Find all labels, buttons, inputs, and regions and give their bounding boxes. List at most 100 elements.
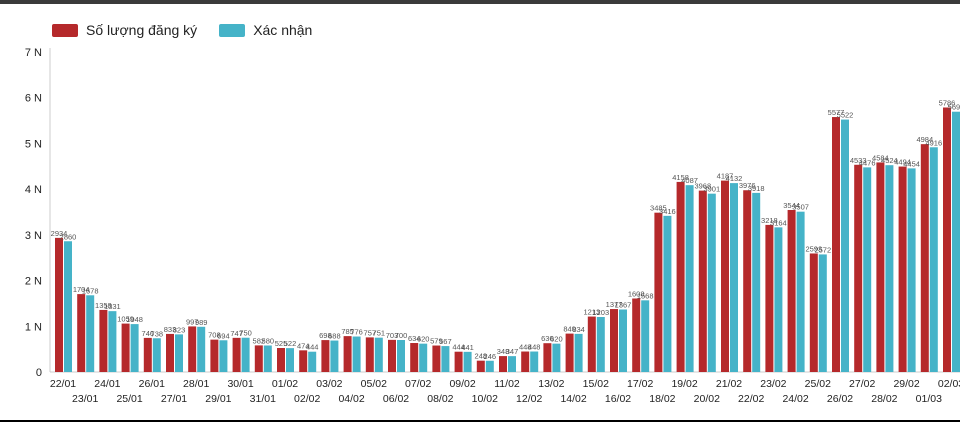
bar-confirmed xyxy=(64,241,72,372)
bar-confirmed xyxy=(574,333,583,372)
bar-registered xyxy=(232,337,241,372)
x-tick-label: 16/02 xyxy=(605,393,631,405)
bar-confirmed xyxy=(108,311,117,372)
data-label-confirmed: 5522 xyxy=(837,111,854,120)
data-label-registered: 348 xyxy=(497,347,510,356)
bar-registered xyxy=(321,340,330,372)
legend-swatch-registered xyxy=(52,23,78,37)
data-label-confirmed: 580 xyxy=(262,336,275,345)
data-label-registered: 248 xyxy=(475,352,488,361)
x-tick-label: 13/02 xyxy=(538,378,564,390)
x-tick-label: 22/02 xyxy=(738,393,764,405)
x-tick-label: 07/02 xyxy=(405,378,431,390)
bar-confirmed xyxy=(419,343,428,372)
data-label-confirmed: 441 xyxy=(461,343,474,352)
y-tick-label: 5 N xyxy=(25,138,42,150)
bar-registered xyxy=(787,209,796,372)
data-label-registered: 4158 xyxy=(672,173,689,182)
data-label-confirmed: 4087 xyxy=(681,176,698,185)
data-label-registered: 833 xyxy=(164,325,177,334)
legend-item-registered: Số lượng đăng ký xyxy=(52,22,197,38)
x-tick-label: 18/02 xyxy=(649,393,675,405)
data-label-confirmed: 2572 xyxy=(814,245,831,254)
data-label-confirmed: 3164 xyxy=(770,218,787,227)
bar-registered xyxy=(410,343,419,372)
bar-confirmed xyxy=(130,324,139,372)
data-label-registered: 582 xyxy=(253,336,266,345)
bar-confirmed xyxy=(685,185,694,372)
x-tick-label: 05/02 xyxy=(361,378,387,390)
x-tick-label: 27/02 xyxy=(849,378,875,390)
data-label-registered: 746 xyxy=(142,329,155,338)
data-label-registered: 2593 xyxy=(805,244,822,253)
bar-confirmed xyxy=(707,193,716,372)
x-tick-label: 19/02 xyxy=(671,378,697,390)
bar-confirmed xyxy=(596,317,605,372)
x-tick-label: 10/02 xyxy=(472,393,498,405)
bar-registered xyxy=(676,181,685,372)
data-label-confirmed: 2860 xyxy=(60,232,77,241)
data-label-confirmed: 1048 xyxy=(126,315,143,324)
data-label-registered: 1377 xyxy=(606,300,623,309)
data-label-registered: 1358 xyxy=(95,301,112,310)
data-label-confirmed: 750 xyxy=(239,329,252,338)
bar-registered xyxy=(166,333,174,372)
bar-registered xyxy=(920,144,929,372)
bar-confirmed xyxy=(441,346,450,372)
data-label-registered: 840 xyxy=(563,325,576,334)
data-label-confirmed: 989 xyxy=(195,318,208,327)
x-tick-label: 24/02 xyxy=(782,393,808,405)
data-label-registered: 4584 xyxy=(872,153,889,162)
bar-registered xyxy=(499,356,507,372)
bar-registered xyxy=(99,309,108,372)
data-label-confirmed: 834 xyxy=(572,325,585,334)
x-tick-label: 14/02 xyxy=(560,393,586,405)
bar-confirmed xyxy=(929,147,938,372)
bar-confirmed xyxy=(286,348,294,372)
bar-confirmed xyxy=(885,165,894,372)
data-label-confirmed: 694 xyxy=(217,331,230,340)
bar-confirmed xyxy=(397,340,405,372)
x-tick-label: 23/02 xyxy=(760,378,786,390)
data-label-confirmed: 246 xyxy=(484,352,497,361)
x-tick-label: 08/02 xyxy=(427,393,453,405)
x-tick-label: 28/02 xyxy=(871,393,897,405)
bar-registered xyxy=(543,343,552,372)
data-label-confirmed: 3901 xyxy=(703,185,720,194)
data-label-confirmed: 4916 xyxy=(925,138,942,147)
x-tick-label: 04/02 xyxy=(338,393,364,405)
bar-confirmed xyxy=(774,227,783,372)
bar-registered xyxy=(943,107,951,373)
bar-confirmed xyxy=(219,340,228,372)
data-label-registered: 698 xyxy=(319,331,332,340)
bar-confirmed xyxy=(863,167,872,372)
chart-bars xyxy=(55,107,960,373)
data-label-confirmed: 4454 xyxy=(903,159,920,168)
chart-legend: Số lượng đăng ký Xác nhận xyxy=(52,22,312,38)
bar-confirmed xyxy=(530,351,539,372)
bar-confirmed xyxy=(663,215,672,372)
data-label-confirmed: 751 xyxy=(373,329,386,338)
x-tick-label: 15/02 xyxy=(583,378,609,390)
x-tick-label: 06/02 xyxy=(383,393,409,405)
data-label-registered: 997 xyxy=(186,317,199,326)
bar-confirmed xyxy=(352,336,361,372)
bar-registered xyxy=(765,224,774,372)
y-tick-label: 6 N xyxy=(25,93,42,105)
data-label-confirmed: 1331 xyxy=(104,302,121,311)
data-label-registered: 3218 xyxy=(761,216,778,225)
bar-confirmed xyxy=(374,337,383,372)
bar-registered xyxy=(388,339,396,372)
data-label-confirmed: 776 xyxy=(350,328,363,337)
y-tick-label: 7 N xyxy=(25,47,42,59)
x-tick-label: 09/02 xyxy=(449,378,475,390)
y-tick-label: 3 N xyxy=(25,230,42,242)
x-tick-label: 01/02 xyxy=(272,378,298,390)
bar-registered xyxy=(188,326,197,372)
data-label-confirmed: 522 xyxy=(284,339,297,348)
x-tick-label: 17/02 xyxy=(627,378,653,390)
data-label-registered: 2934 xyxy=(51,229,68,238)
y-tick-label: 4 N xyxy=(25,184,42,196)
data-label-confirmed: 347 xyxy=(506,347,519,356)
